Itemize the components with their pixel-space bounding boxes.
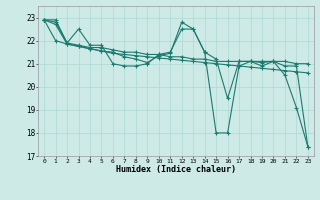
X-axis label: Humidex (Indice chaleur): Humidex (Indice chaleur) [116,165,236,174]
